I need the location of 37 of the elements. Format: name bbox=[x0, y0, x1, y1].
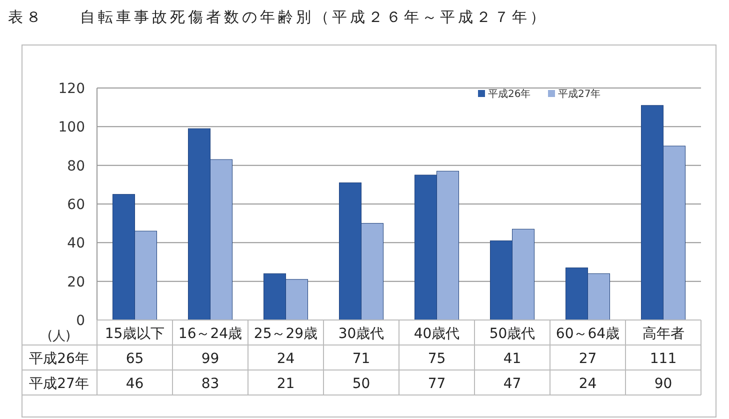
data-label: 24 bbox=[276, 351, 295, 367]
chart-title: 表８ 自転車事故死傷者数の年齢別（平成２６年～平成２７年） bbox=[8, 8, 548, 26]
legend-label: 平成27年 bbox=[558, 88, 601, 100]
x-tick-label: 60～64歳 bbox=[556, 326, 620, 342]
data-label: 71 bbox=[352, 351, 370, 367]
data-label: 50 bbox=[352, 376, 370, 392]
x-tick-label: 50歳代 bbox=[489, 326, 536, 342]
x-tick-label: 30歳代 bbox=[338, 326, 384, 342]
data-label: 46 bbox=[126, 376, 144, 392]
y-tick-label: 100 bbox=[58, 120, 85, 136]
data-label: 111 bbox=[650, 351, 677, 367]
x-tick-label: 25～29歳 bbox=[254, 326, 318, 342]
y-tick-label: 80 bbox=[67, 158, 85, 174]
x-tick-label: 40歳代 bbox=[414, 326, 460, 342]
y-tick-label: 0 bbox=[76, 313, 85, 329]
data-label: 75 bbox=[428, 351, 446, 367]
data-label: 65 bbox=[126, 351, 144, 367]
data-label: 90 bbox=[654, 376, 672, 392]
data-label: 77 bbox=[428, 376, 446, 392]
y-tick-label: 20 bbox=[67, 274, 85, 290]
x-tick-label: 15歳以下 bbox=[104, 326, 165, 342]
data-label: 27 bbox=[578, 351, 597, 367]
y-tick-label: 60 bbox=[67, 197, 85, 213]
text: 平成26年 bbox=[29, 351, 89, 367]
text: 平成27年 bbox=[29, 376, 89, 392]
x-tick-label: 16～24歳 bbox=[178, 326, 242, 342]
data-label: 41 bbox=[503, 351, 522, 367]
data-label: 99 bbox=[201, 351, 220, 367]
data-label: 47 bbox=[503, 376, 522, 392]
data-label: 21 bbox=[276, 376, 295, 392]
data-label: 83 bbox=[201, 376, 220, 392]
data-label: 24 bbox=[578, 376, 597, 392]
y-tick-label: 40 bbox=[67, 236, 85, 252]
y-axis-title: (人) bbox=[47, 329, 71, 344]
legend-label: 平成26年 bbox=[488, 88, 531, 100]
x-tick-label: 高年者 bbox=[642, 326, 684, 342]
y-tick-label: 120 bbox=[58, 81, 85, 97]
